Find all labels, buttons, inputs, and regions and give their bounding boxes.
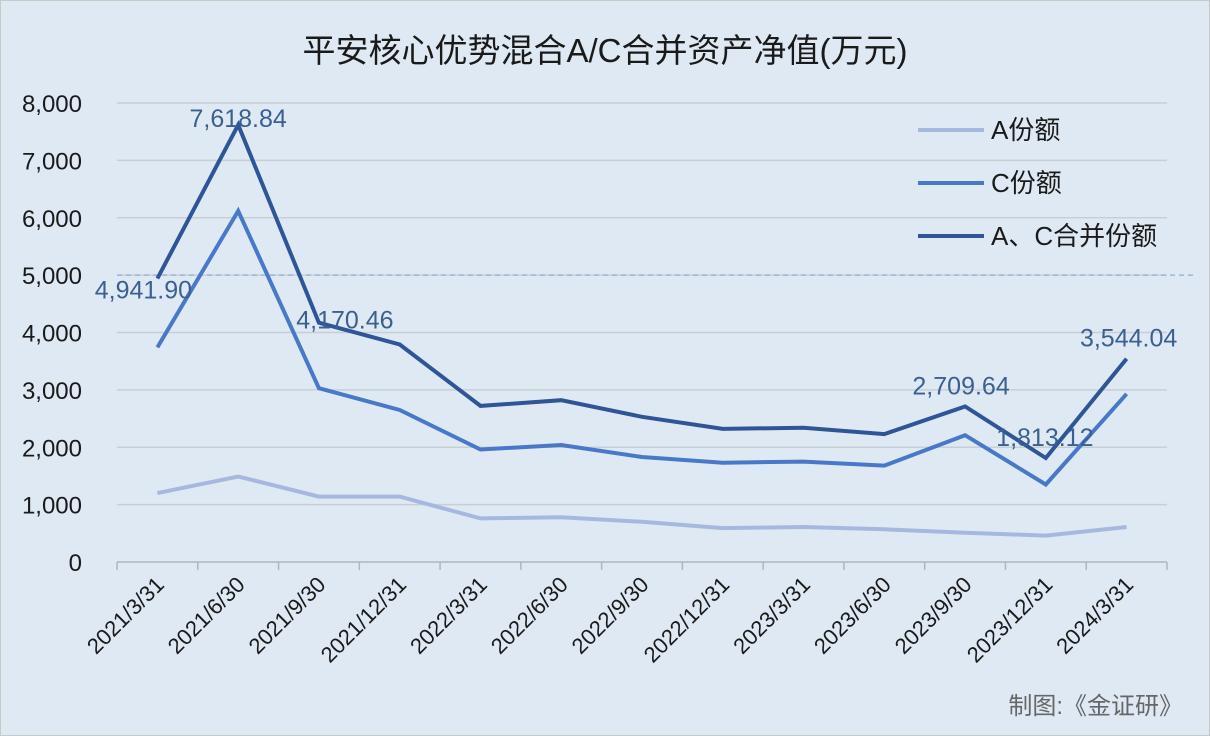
y-tick-label: 7,000 bbox=[22, 148, 82, 175]
chart-title: 平安核心优势混合A/C合并资产净值(万元) bbox=[303, 32, 908, 69]
series-layer bbox=[155, 120, 1129, 538]
legend-label-0: A份额 bbox=[991, 115, 1060, 145]
y-tick-label: 3,000 bbox=[22, 378, 82, 405]
data-label: 4,941.90 bbox=[95, 276, 192, 304]
y-tick-label: 5,000 bbox=[22, 263, 82, 290]
y-tick-label: 2,000 bbox=[22, 435, 82, 462]
legend: A份额 C份额 A、C合并份额 bbox=[918, 115, 1157, 251]
data-label: 2,709.64 bbox=[912, 373, 1009, 401]
y-tick-label: 0 bbox=[69, 550, 82, 577]
y-tick-label: 4,000 bbox=[22, 321, 82, 348]
y-tick-label: 1,000 bbox=[22, 493, 82, 520]
data-label: 3,544.04 bbox=[1080, 325, 1177, 353]
legend-label-1: C份额 bbox=[991, 168, 1062, 198]
data-label: 4,170.46 bbox=[296, 307, 393, 335]
data-label: 1,813.12 bbox=[996, 424, 1093, 452]
credit-text: 制图:《金证研》 bbox=[1008, 693, 1183, 720]
y-tick-label: 8,000 bbox=[22, 91, 82, 118]
series-line-2 bbox=[155, 120, 1129, 461]
legend-label-2: A、C合并份额 bbox=[991, 221, 1157, 251]
series-line-0 bbox=[156, 474, 1127, 538]
series-line-1 bbox=[155, 206, 1129, 488]
data-label-layer: 4,941.90 7,618.84 4,170.46 2,709.64 1,813.12… bbox=[95, 105, 1178, 452]
data-label: 7,618.84 bbox=[189, 105, 286, 133]
y-tick-label: 6,000 bbox=[22, 206, 82, 233]
